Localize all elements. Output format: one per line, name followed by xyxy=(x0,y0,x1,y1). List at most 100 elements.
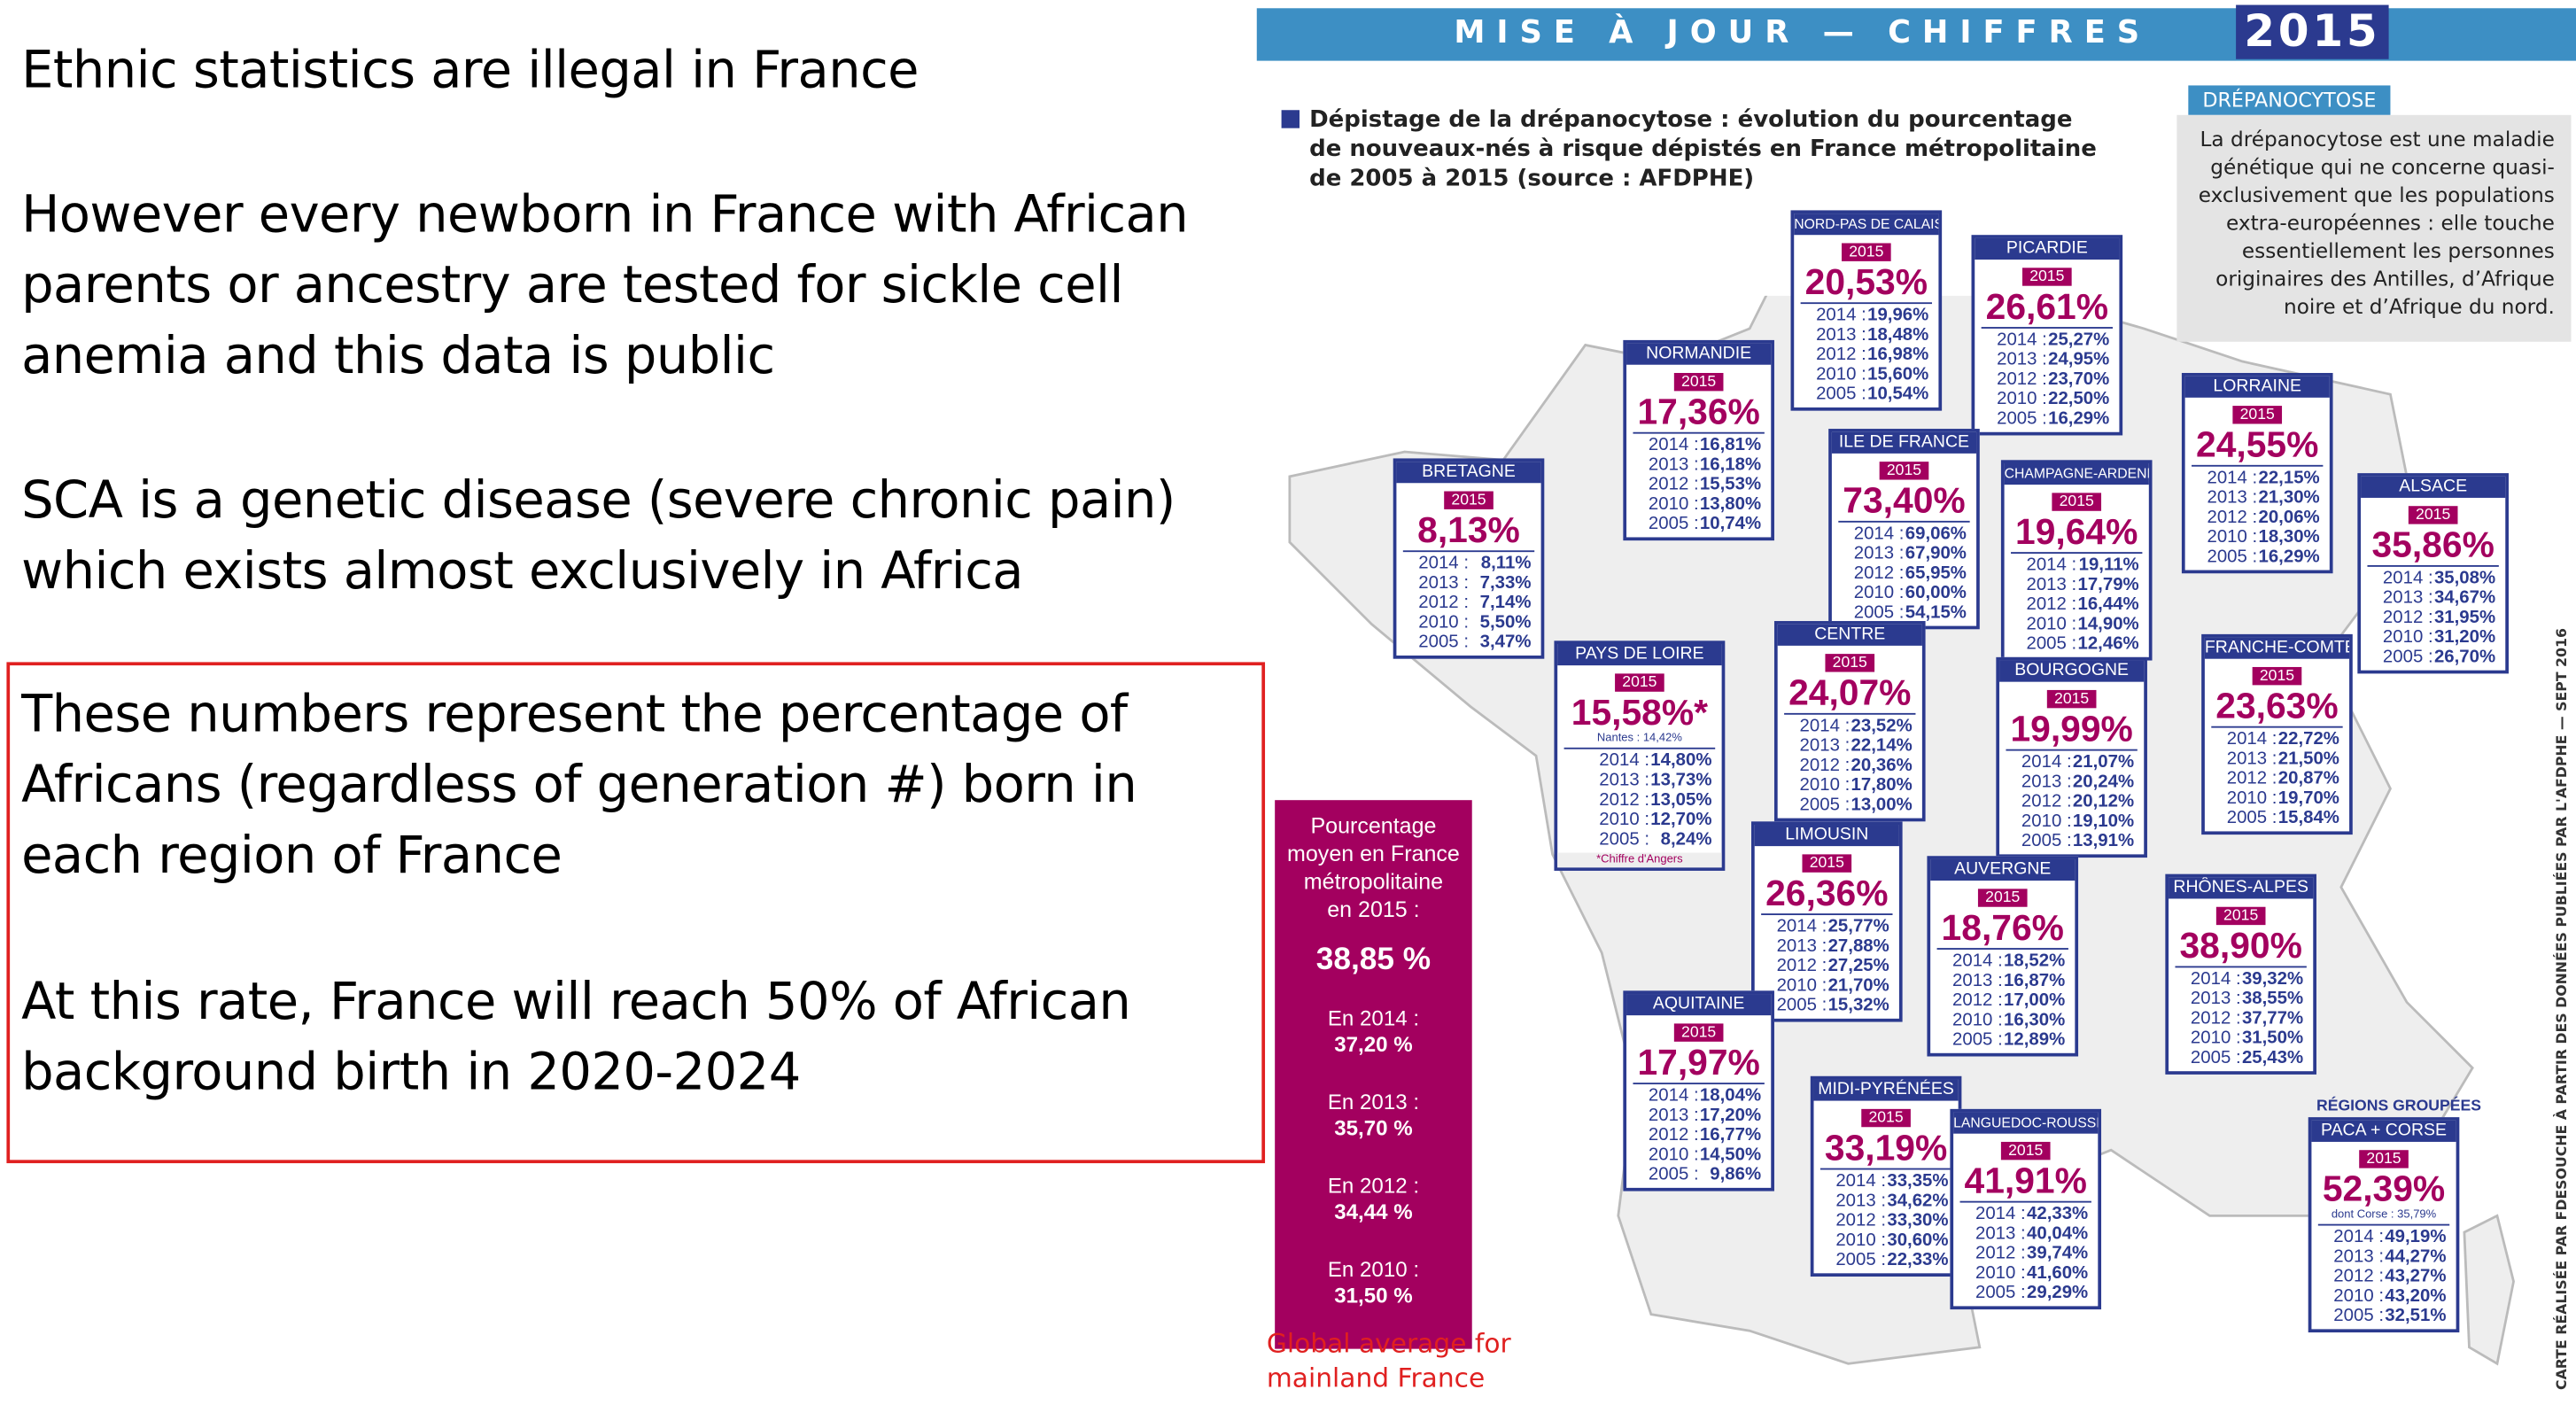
history-value: 13,80% xyxy=(1699,494,1762,515)
history-year: 2012 : xyxy=(1648,474,1699,495)
history-value: 31,50 % xyxy=(1334,1283,1413,1308)
paragraph: Ethnic statistics are illegal in France xyxy=(21,36,919,107)
year-tag: 2015 xyxy=(2052,493,2101,511)
region-name: AQUITAINE xyxy=(1626,994,1772,1016)
region-name: LORRAINE xyxy=(2184,376,2330,398)
history-value: 22,72% xyxy=(2277,729,2339,749)
region-rows: 2014 :16,81% 2013 :16,18% 2012 :15,53% 2010… xyxy=(1633,431,1765,534)
region-value: 19,64% xyxy=(2015,510,2138,553)
history-value: 38,55% xyxy=(2241,989,2304,1009)
year-tag: 2015 xyxy=(1444,491,1494,509)
history-year: 2014 : xyxy=(1776,916,1827,937)
year-tag: 2015 xyxy=(1978,889,2027,907)
history-value: 17,79% xyxy=(2077,575,2139,595)
history-row: 2013 :13,73% xyxy=(1564,771,1716,790)
history-year: 2013 : xyxy=(1952,971,2003,991)
history-year: 2014 : xyxy=(1997,330,2047,351)
history-value: 5,50% xyxy=(1479,612,1532,633)
history-value: 69,06% xyxy=(1905,524,1967,544)
history-row: 2010 :43,20% xyxy=(2318,1286,2449,1306)
text-line: background birth in 2020-2024 xyxy=(21,1043,801,1103)
history-value: 15,32% xyxy=(1827,995,1889,1016)
history-row: 2012 :27,25% xyxy=(1761,956,1892,975)
history-year: 2005 : xyxy=(1776,995,1827,1016)
history-row: 2014 :21,07% xyxy=(2006,752,2137,772)
history-year: 2013 : xyxy=(1776,936,1827,957)
history-row: 2005 :13,00% xyxy=(1784,796,1915,815)
region-rows: 2014 :19,11% 2013 :17,79% 2012 :16,44% 2010… xyxy=(2011,552,2143,654)
history-row: 2014 :69,06% xyxy=(1838,524,1969,544)
history-year: 2012 : xyxy=(1952,990,2003,1011)
average-caption: Global average for mainland France xyxy=(1267,1326,1511,1395)
region-rows: 2014 :22,72% 2013 :21,50% 2012 :20,87% 2010… xyxy=(2211,726,2343,828)
history-value: 30,60% xyxy=(1887,1230,1949,1251)
region-rows: 2014 :49,19% 2013 :44,27% 2012 :43,27% 2010… xyxy=(2317,1223,2450,1326)
history-row: 2012 :23,70% xyxy=(1982,369,2113,389)
year-tag: 2015 xyxy=(1615,673,1664,692)
history-row: 2014 :16,81% xyxy=(1633,435,1764,454)
side-line: originaires des Antilles, d’Afrique xyxy=(2215,266,2555,291)
history-year: 2010 : xyxy=(2333,1286,2385,1307)
history-year: En 2012 : xyxy=(1327,1173,1420,1199)
history-value: 16,77% xyxy=(1699,1125,1762,1145)
history-row: 2012 :17,00% xyxy=(1937,990,2068,1010)
label-line: en 2015 : xyxy=(1327,897,1420,922)
history-value: 31,95% xyxy=(2433,608,2496,628)
history-value: 34,44 % xyxy=(1334,1199,1413,1224)
history-row: 2005 :16,29% xyxy=(2192,547,2323,567)
history-year: 2014 : xyxy=(2382,568,2433,588)
year-tag: 2015 xyxy=(1880,462,1928,480)
history-value: 9,86% xyxy=(1710,1164,1762,1185)
region-rows: 2014 :18,52% 2013 :16,87% 2012 :17,00% 2010… xyxy=(1936,948,2068,1050)
history-row: 2005 :29,29% xyxy=(1960,1283,2091,1302)
history-year: 2014 : xyxy=(1799,716,1851,736)
history-row: 2013 : 7,33% xyxy=(1403,573,1534,593)
history-value: 19,96% xyxy=(1867,305,1929,326)
history-row: 2014 :25,27% xyxy=(1982,330,2113,350)
history-year: 2013 : xyxy=(2226,749,2277,769)
history-row: 2014 :22,72% xyxy=(2211,729,2342,749)
history-row: 2012 :15,53% xyxy=(1633,475,1764,494)
side-line: exclusivement que les populations xyxy=(2198,182,2555,207)
history-value: 16,81% xyxy=(1699,435,1762,455)
paragraph: These numbers represent the percentage o… xyxy=(21,680,1137,892)
history-value: 18,48% xyxy=(1867,325,1929,345)
region-group: RÉGIONS GROUPÉES xyxy=(2316,1097,2482,1116)
history-value: 32,51% xyxy=(2385,1306,2447,1326)
history-year: 2012 : xyxy=(2021,791,2072,812)
history-row: 2010 :60,00% xyxy=(1838,583,1969,602)
region-value: 19,99% xyxy=(2010,708,2133,749)
history-row: 2010 :15,60% xyxy=(1801,365,1932,384)
history-year: 2014 : xyxy=(2021,752,2072,772)
title-line: de 2005 à 2015 (source : AFDPHE) xyxy=(1309,166,1755,192)
history-value: 17,80% xyxy=(1851,775,1913,796)
region-rows: 2014 :39,32% 2013 :38,55% 2012 :37,77% 2010… xyxy=(2175,966,2307,1068)
history-value: 16,18% xyxy=(1699,454,1762,475)
history-row: 2013 :16,87% xyxy=(1937,971,2068,990)
history-year: En 2013 : xyxy=(1327,1089,1420,1114)
history-row: 2010 :12,70% xyxy=(1564,810,1716,829)
region-value: 17,97% xyxy=(1637,1041,1760,1083)
region-value: 35,86% xyxy=(2371,524,2495,565)
history-row: 2013 :18,48% xyxy=(1801,325,1932,345)
region-box: BOURGOGNE 2015 19,99% 2014 :21,07% 2013 :20,… xyxy=(1996,656,2147,858)
text-line: At this rate, France will reach 50% of A… xyxy=(21,972,1131,1032)
history-value: 39,74% xyxy=(2026,1243,2089,1264)
history-value: 13,05% xyxy=(1650,790,1712,811)
history-row: 2012 :31,95% xyxy=(2367,608,2498,627)
region-box: NORMANDIE 2015 17,36% 2014 :16,81% 2013 :16,… xyxy=(1623,339,1774,541)
history-value: 19,70% xyxy=(2277,788,2339,809)
region-value: 24,55% xyxy=(2196,423,2319,465)
region-rows: 2014 :14,80% 2013 :13,73% 2012 :13,05% 2010… xyxy=(1563,747,1716,850)
history-year: 2012 : xyxy=(2382,608,2433,628)
history-value: 25,77% xyxy=(1827,916,1889,937)
history-year: 2010 : xyxy=(1952,1010,2003,1030)
side-text: La drépanocytose est une maladie génétiqu… xyxy=(2176,114,2572,342)
region-box: AUVERGNE 2015 18,76% 2014 :18,52% 2013 :16,8… xyxy=(1927,856,2079,1057)
year-tag: 2015 xyxy=(1826,654,1874,672)
history-year: 2005 : xyxy=(2190,1048,2241,1068)
year-tag: 2015 xyxy=(2409,506,2457,524)
history-row: 2005 :26,70% xyxy=(2367,648,2498,667)
history-row: 2013 :21,50% xyxy=(2211,749,2342,769)
history-value: 10,74% xyxy=(1699,514,1762,534)
